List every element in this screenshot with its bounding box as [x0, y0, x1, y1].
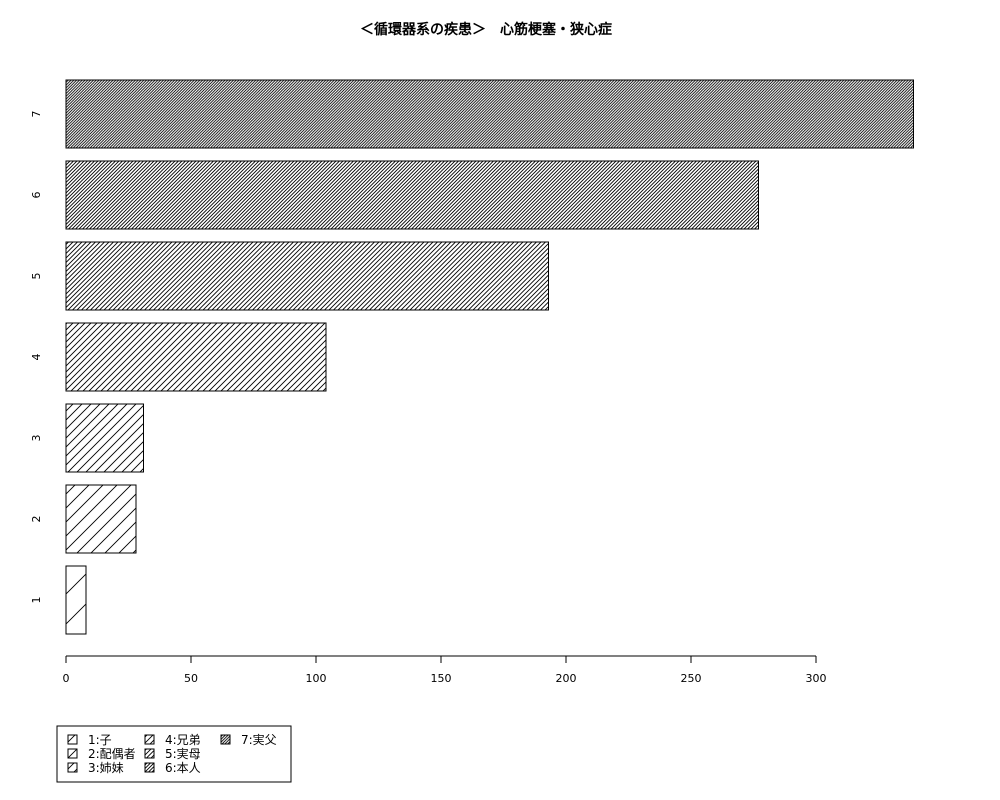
- x-tick-label: 200: [556, 672, 577, 685]
- legend-entry: 1:子: [88, 733, 112, 747]
- chart-title: ＜循環器系の疾患＞ 心筋梗塞・狭心症: [360, 21, 612, 38]
- legend-swatch: [220, 734, 231, 745]
- legend-swatch: [144, 762, 155, 773]
- y-tick-label: 5: [30, 273, 43, 280]
- legend-entry: 4:兄弟: [165, 733, 201, 747]
- x-tick-label: 250: [681, 672, 702, 685]
- legend-swatch: [144, 734, 155, 745]
- y-tick-label: 3: [30, 435, 43, 442]
- legend-swatch: [67, 734, 78, 745]
- x-axis: 0 50 100 150 200 250 300: [63, 655, 827, 685]
- legend-entry: 2:配偶者: [88, 747, 136, 761]
- bar-6: [65, 160, 759, 230]
- x-tick-label: 100: [306, 672, 327, 685]
- bar-5: [65, 241, 549, 311]
- legend-box: [56, 725, 292, 783]
- bar-3: [65, 403, 144, 473]
- bar-1: [65, 565, 87, 635]
- legend-entry: 6:本人: [165, 761, 201, 775]
- x-tick-label: 0: [63, 672, 70, 685]
- legend-entry: 3:姉妹: [88, 760, 124, 775]
- bars-group: [65, 79, 914, 635]
- legend-swatch: [144, 748, 155, 759]
- y-tick-label: 1: [30, 597, 43, 604]
- y-tick-label: 4: [30, 354, 43, 361]
- bar-4: [65, 322, 327, 392]
- y-tick-label: 6: [30, 192, 43, 199]
- legend-swatch: [67, 748, 78, 759]
- legend-entry: 7:実父: [241, 732, 277, 747]
- legend-entry: 5:実母: [165, 746, 201, 761]
- bar-7: [65, 79, 914, 149]
- x-tick-label: 50: [184, 672, 198, 685]
- y-tick-label: 7: [30, 111, 43, 118]
- y-tick-labels: 1 2 3 4 5 6 7: [30, 111, 43, 604]
- bar-2: [65, 484, 137, 554]
- legend-swatch: [67, 762, 78, 773]
- x-tick-label: 150: [431, 672, 452, 685]
- x-tick-label: 300: [806, 672, 827, 685]
- y-tick-label: 2: [30, 516, 43, 523]
